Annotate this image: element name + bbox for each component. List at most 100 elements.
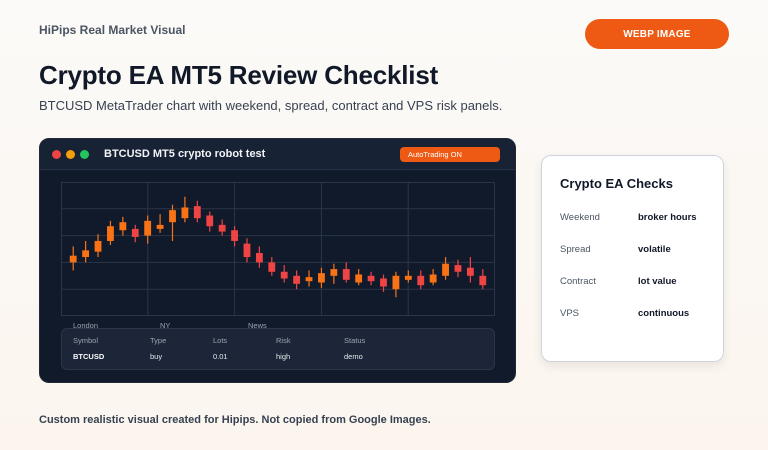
candle: [156, 214, 164, 233]
candle-body: [218, 224, 226, 232]
candle: [218, 219, 226, 236]
candle: [82, 240, 90, 263]
session-london-label: London: [73, 321, 99, 330]
candle-body: [305, 277, 313, 282]
page-title: Crypto EA MT5 Review Checklist: [39, 60, 439, 90]
candle-body: [342, 269, 350, 280]
candle: [243, 238, 251, 263]
candle: [367, 271, 375, 286]
candle-body: [231, 230, 238, 241]
candle: [107, 220, 114, 245]
candle: [330, 263, 338, 284]
autotrading-status-button[interactable]: AutoTrading ON: [400, 147, 500, 162]
candle-body: [131, 228, 139, 237]
footer-note: Custom realistic visual created for Hipi…: [39, 414, 431, 426]
candle-body: [417, 275, 425, 286]
candle-body: [144, 220, 152, 236]
candle: [255, 246, 263, 268]
candle: [206, 211, 214, 232]
candle-body: [69, 255, 77, 263]
candle: [69, 246, 77, 271]
page-subtitle: BTCUSD MetaTrader chart with weekend, sp…: [39, 98, 503, 113]
cell-status: demo: [344, 352, 363, 361]
candle-body: [255, 253, 263, 263]
candle-body: [156, 224, 164, 229]
candle: [454, 259, 462, 278]
candle: [305, 270, 313, 287]
candle: [392, 271, 400, 298]
candle: [169, 204, 176, 241]
chart-grid: [61, 182, 495, 316]
candle-body: [355, 274, 363, 283]
candle: [193, 200, 201, 223]
candle-body: [454, 265, 462, 272]
candle: [429, 269, 437, 286]
close-dot-icon[interactable]: [52, 150, 61, 159]
candle-body: [243, 243, 251, 258]
candle: [404, 270, 412, 283]
check-contract-value: lot value: [638, 276, 677, 287]
check-spread-label: Spread: [560, 244, 591, 255]
candle-body: [169, 210, 176, 223]
candle-body: [82, 250, 90, 258]
mt5-chart-window: BTCUSD MT5 crypto robot test AutoTrading…: [39, 138, 516, 383]
candle: [268, 257, 276, 276]
candle: [119, 216, 127, 236]
candle-body: [367, 275, 375, 282]
candle: [144, 215, 152, 244]
header-type: Type: [150, 336, 167, 345]
check-vps-value: continuous: [638, 308, 690, 319]
candle-body: [479, 275, 487, 286]
candle-body: [119, 222, 127, 231]
candle-body: [181, 207, 189, 219]
session-ny-label: NY: [160, 321, 171, 330]
candle-body: [380, 278, 387, 287]
header-symbol: Symbol: [73, 336, 99, 345]
cell-lots: 0.01: [213, 352, 228, 361]
candle: [94, 234, 102, 258]
candle-body: [330, 269, 338, 276]
check-weekend-label: Weekend: [560, 212, 600, 223]
candle: [231, 226, 238, 247]
header-lots: Lots: [213, 336, 228, 345]
cell-symbol[interactable]: BTCUSD: [73, 352, 105, 361]
candle-body: [442, 263, 449, 276]
window-titlebar: BTCUSD MT5 crypto robot test AutoTrading…: [40, 139, 515, 170]
candle-body: [280, 271, 288, 279]
webp-image-badge[interactable]: WEBP IMAGE: [585, 19, 729, 49]
candle-body: [94, 240, 102, 252]
check-vps-label: VPS: [560, 308, 580, 319]
candle: [417, 270, 425, 290]
trade-table: Symbol Type Lots Risk Status BTCUSD buy …: [61, 328, 495, 370]
candlestick-chart: [61, 182, 495, 316]
candle: [131, 224, 139, 243]
candle-body: [429, 274, 437, 283]
cell-risk: high: [276, 352, 291, 361]
candle: [442, 257, 449, 280]
candle: [342, 262, 350, 283]
candle-body: [318, 273, 325, 283]
candle-body: [193, 206, 201, 219]
checks-title: Crypto EA Checks: [560, 176, 673, 191]
candle-body: [293, 275, 301, 284]
candle-body: [268, 262, 276, 272]
check-weekend-value: broker hours: [638, 212, 697, 223]
window-title: BTCUSD MT5 crypto robot test: [104, 148, 266, 160]
candle-body: [206, 215, 214, 227]
cell-type: buy: [150, 352, 163, 361]
plot-border: [61, 182, 495, 316]
candle: [355, 269, 363, 286]
brand-label: HiPips Real Market Visual: [39, 23, 186, 37]
crypto-checks-card: Crypto EA Checks Weekend broker hours Sp…: [541, 155, 724, 362]
check-spread-value: volatile: [638, 244, 671, 255]
candle-body: [392, 275, 400, 290]
candle: [479, 269, 487, 290]
minimize-dot-icon[interactable]: [66, 150, 75, 159]
candle: [318, 267, 325, 288]
maximize-dot-icon[interactable]: [80, 150, 89, 159]
check-contract-label: Contract: [560, 276, 596, 287]
candle-body: [404, 275, 412, 280]
candle: [380, 274, 387, 292]
session-news-label: News: [248, 321, 267, 330]
candle-body: [466, 267, 474, 276]
